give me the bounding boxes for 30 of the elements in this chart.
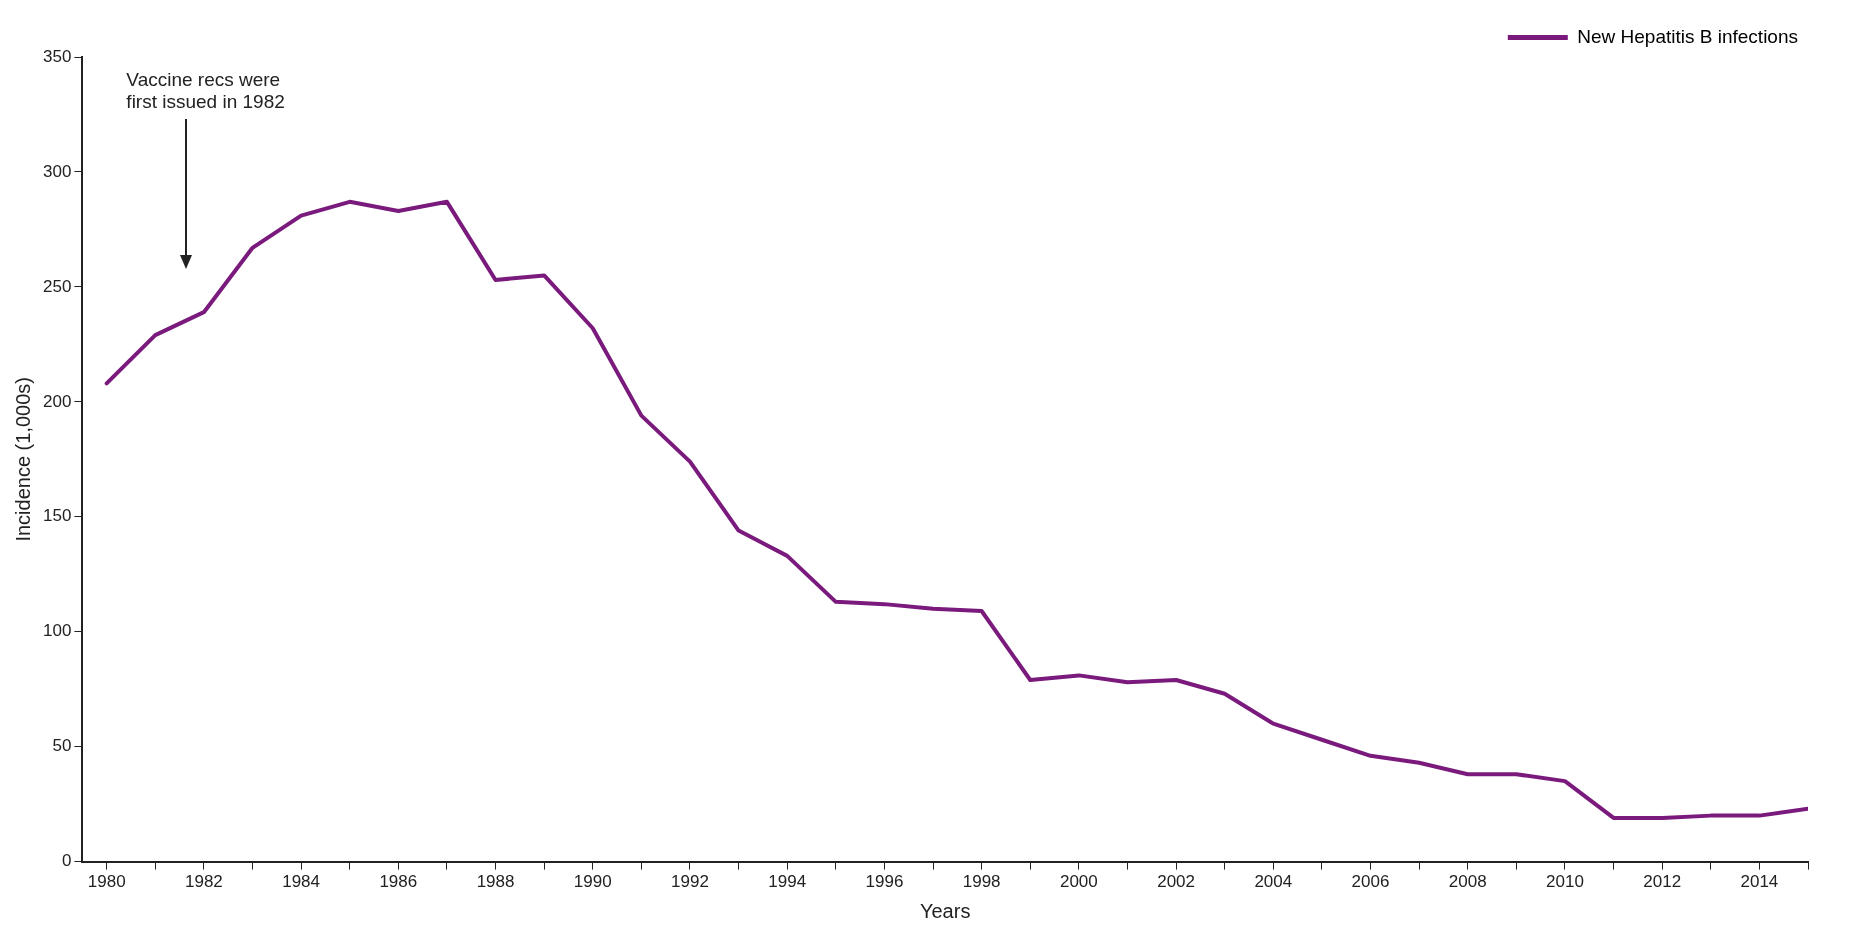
x-tick-label: 2012 bbox=[1643, 872, 1682, 892]
x-tick-label: 2004 bbox=[1254, 872, 1293, 892]
x-tick-label: 2008 bbox=[1448, 872, 1487, 892]
x-tick-label: 2002 bbox=[1157, 872, 1195, 892]
y-tick-label: 150 bbox=[42, 506, 72, 526]
x-tick-label: 2010 bbox=[1546, 872, 1584, 892]
x-tick-label: 1984 bbox=[282, 872, 321, 892]
y-tick-label: 100 bbox=[42, 621, 72, 641]
x-tick-label: 1990 bbox=[573, 872, 612, 892]
x-axis-title: Years bbox=[919, 899, 971, 922]
x-tick-label: 1994 bbox=[768, 872, 807, 892]
x-tick-label: 1996 bbox=[865, 872, 904, 892]
x-tick-label: 2014 bbox=[1740, 872, 1779, 892]
y-tick-label: 250 bbox=[42, 276, 72, 296]
x-tick-label: 1982 bbox=[184, 872, 223, 892]
legend-label: New Hepatitis B infections bbox=[1577, 25, 1799, 47]
x-tick-label: 2006 bbox=[1351, 872, 1390, 892]
y-tick-label: 200 bbox=[42, 391, 72, 411]
x-tick-label: 1988 bbox=[476, 872, 515, 892]
x-tick-label: 1980 bbox=[87, 872, 126, 892]
x-tick-label: 1992 bbox=[671, 872, 709, 892]
x-tick-label: 2000 bbox=[1059, 872, 1098, 892]
annotation: Vaccine recs were first issued in 1982 bbox=[126, 68, 285, 112]
y-tick-label: 300 bbox=[42, 161, 72, 181]
x-tick-label: 1986 bbox=[379, 872, 418, 892]
y-tick-label: 350 bbox=[42, 46, 72, 66]
y-tick-label: 0 bbox=[61, 851, 72, 871]
y-tick-label: 50 bbox=[52, 736, 72, 756]
x-tick-label: 1998 bbox=[962, 872, 1001, 892]
y-axis-title: Incidence (1,000s) bbox=[11, 377, 34, 542]
